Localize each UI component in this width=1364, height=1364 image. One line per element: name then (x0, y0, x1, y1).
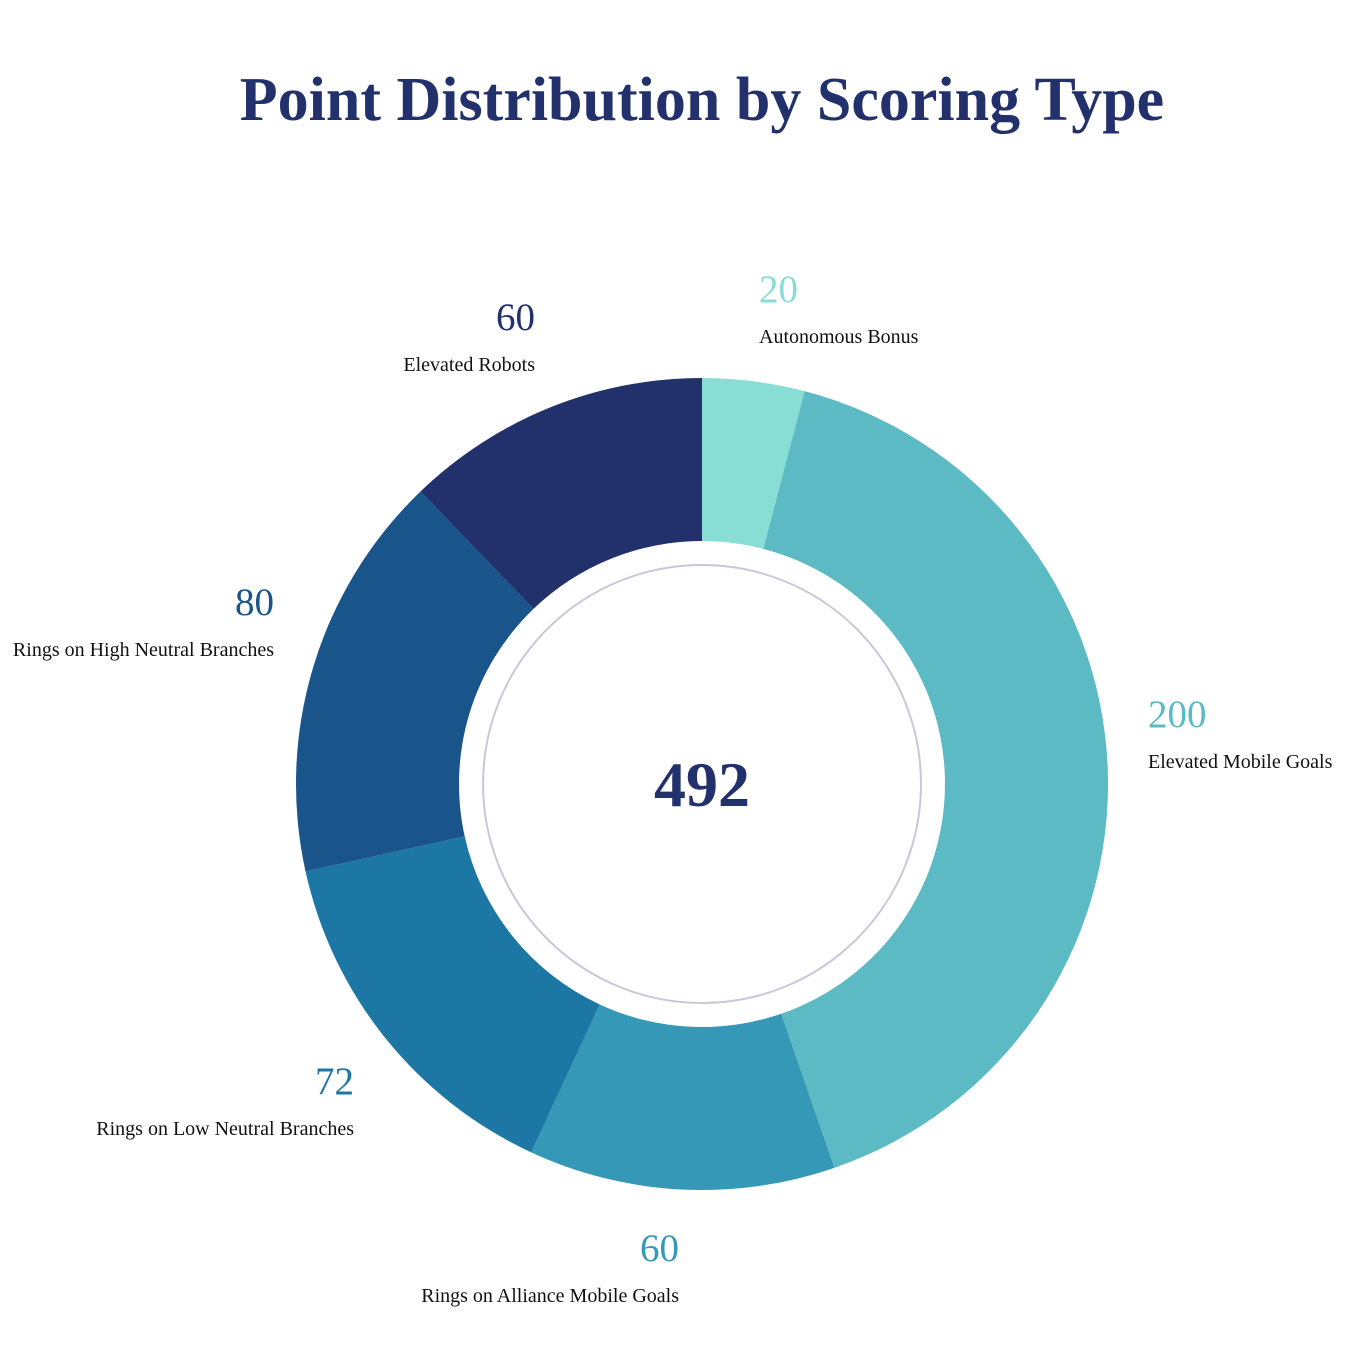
slice-rings-on-alliance-mobile-goals (531, 1004, 835, 1190)
slice-autonomous-bonus (702, 378, 805, 549)
labels-layer: 20 Autonomous Bonus 200 Elevated Mobile Goa… (13, 268, 1333, 1307)
slice-category-label: Rings on Low Neutral Branches (96, 1118, 354, 1140)
slice-elevated-robots (420, 378, 702, 609)
slices-layer (296, 378, 1108, 1190)
slice-value-label: 60 (640, 1227, 679, 1270)
slice-value-label: 80 (235, 581, 274, 624)
inner-ring-outline (482, 564, 922, 1004)
slice-value-label: 200 (1148, 693, 1207, 736)
slice-category-label: Elevated Mobile Goals (1148, 751, 1333, 773)
slice-elevated-mobile-goals (763, 391, 1108, 1168)
slice-value-label: 20 (759, 268, 798, 311)
slice-value-label: 60 (496, 296, 535, 339)
slice-category-label: Autonomous Bonus (759, 326, 919, 348)
slice-value-label: 72 (315, 1060, 354, 1103)
slice-rings-on-high-neutral-branches (296, 491, 534, 872)
slice-category-label: Elevated Robots (403, 354, 535, 376)
chart-title: Point Distribution by Scoring Type (239, 66, 1165, 134)
slice-category-label: Rings on High Neutral Branches (13, 639, 274, 661)
slice-category-label: Rings on Alliance Mobile Goals (421, 1285, 679, 1307)
slice-rings-on-low-neutral-branches (305, 836, 600, 1153)
center-total-value: 492 (654, 749, 750, 820)
